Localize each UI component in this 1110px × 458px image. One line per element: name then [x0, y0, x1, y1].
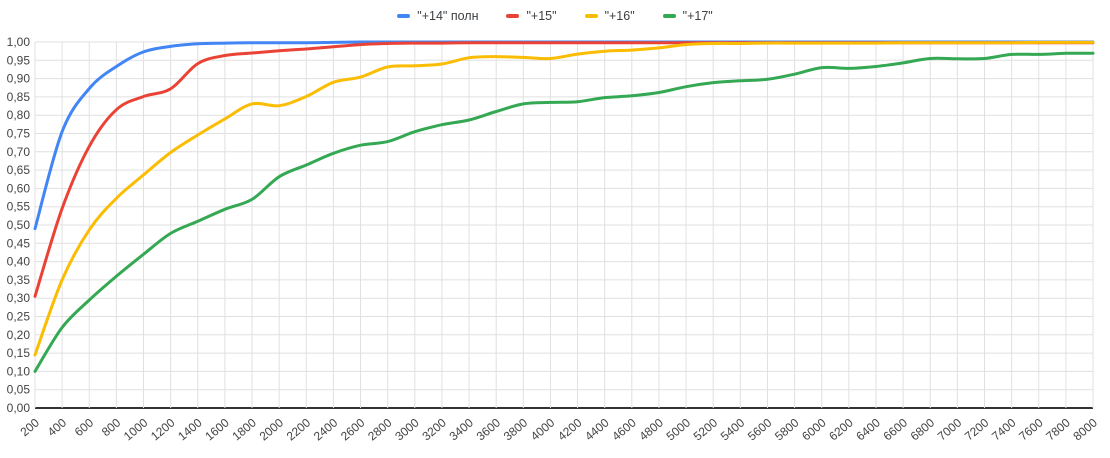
legend-label-16: "+16" [604, 9, 635, 23]
y-tick-label: 0,20 [7, 328, 31, 342]
x-tick-label: 6800 [908, 415, 938, 443]
x-tick-label: 7400 [989, 415, 1019, 443]
y-tick-label: 0,60 [7, 181, 31, 195]
series-line-17[interactable] [33, 51, 1095, 373]
x-tick-label: 2200 [284, 415, 314, 443]
y-tick-label: 0,05 [7, 383, 31, 397]
x-tick-label: 7200 [962, 415, 992, 443]
x-tick-label: 1200 [148, 415, 178, 443]
legend-item-15[interactable]: "+15" [506, 9, 557, 23]
y-tick-label: 0,85 [7, 90, 31, 104]
y-tick-label: 0,15 [7, 346, 31, 360]
x-tick-label: 4600 [609, 415, 639, 443]
x-tick-label: 1000 [121, 415, 151, 443]
x-tick-label: 4200 [555, 415, 585, 443]
legend-swatch-16 [584, 14, 598, 18]
y-tick-label: 0,50 [7, 218, 31, 232]
x-tick-label: 8000 [1070, 415, 1100, 443]
y-tick-label: 1,00 [7, 35, 31, 49]
x-tick-label: 200 [18, 415, 43, 439]
x-tick-label: 4400 [582, 415, 612, 443]
x-tick-label: 5200 [691, 415, 721, 443]
legend-item-14[interactable]: "+14" полн [397, 9, 478, 23]
x-tick-label: 7800 [1043, 415, 1073, 443]
y-tick-label: 0,40 [7, 255, 31, 269]
x-tick-label: 5000 [664, 415, 694, 443]
x-tick-label: 3000 [392, 415, 422, 443]
x-tick-label: 6000 [799, 415, 829, 443]
x-tick-label: 5800 [772, 415, 802, 443]
y-tick-label: 0,65 [7, 163, 31, 177]
x-tick-label: 2800 [365, 415, 395, 443]
y-tick-label: 0,25 [7, 310, 31, 324]
x-tick-label: 4000 [528, 415, 558, 443]
x-tick-label: 2000 [257, 415, 287, 443]
x-tick-label: 1600 [202, 415, 232, 443]
legend-item-16[interactable]: "+16" [584, 9, 635, 23]
x-tick-label: 5400 [718, 415, 748, 443]
x-tick-label: 4800 [636, 415, 666, 443]
x-tick-label: 7000 [935, 415, 965, 443]
y-tick-label: 0,75 [7, 127, 31, 141]
y-tick-label: 0,10 [7, 364, 31, 378]
y-tick-label: 0,70 [7, 145, 31, 159]
legend-item-17[interactable]: "+17" [662, 9, 713, 23]
x-tick-label: 5600 [745, 415, 775, 443]
legend-label-17: "+17" [682, 9, 713, 23]
y-tick-label: 0,95 [7, 53, 31, 67]
x-tick-label: 800 [99, 415, 124, 439]
legend-swatch-17 [662, 14, 676, 18]
x-tick-label: 3400 [447, 415, 477, 443]
series-line-14[interactable] [33, 40, 1095, 231]
legend-swatch-14 [397, 14, 411, 18]
x-tick-label: 6600 [881, 415, 911, 443]
legend-label-14: "+14" полн [417, 9, 479, 23]
x-tick-label: 3800 [501, 415, 531, 443]
legend-swatch-15 [506, 14, 520, 18]
series-line-16[interactable] [33, 40, 1095, 357]
y-tick-label: 0,45 [7, 236, 31, 250]
chart-legend: "+14" полн "+15" "+16" "+17" [0, 5, 1110, 27]
y-tick-label: 0,35 [7, 273, 31, 287]
x-tick-label: 1800 [229, 415, 259, 443]
y-tick-label: 0,80 [7, 108, 31, 122]
legend-label-15: "+15" [526, 9, 557, 23]
x-tick-label: 600 [72, 415, 97, 439]
x-tick-label: 2400 [311, 415, 341, 443]
x-tick-label: 1400 [175, 415, 205, 443]
series-line-15[interactable] [33, 41, 1095, 298]
x-tick-label: 400 [45, 415, 70, 439]
x-tick-label: 6400 [853, 415, 883, 443]
x-tick-label: 6200 [826, 415, 856, 443]
x-tick-label: 2600 [338, 415, 368, 443]
x-tick-label: 3200 [419, 415, 449, 443]
y-tick-label: 0,55 [7, 200, 31, 214]
y-tick-label: 0,90 [7, 72, 31, 86]
x-tick-label: 7600 [1016, 415, 1046, 443]
y-tick-label: 0,00 [7, 401, 31, 415]
x-tick-label: 3600 [474, 415, 504, 443]
y-tick-label: 0,30 [7, 291, 31, 305]
